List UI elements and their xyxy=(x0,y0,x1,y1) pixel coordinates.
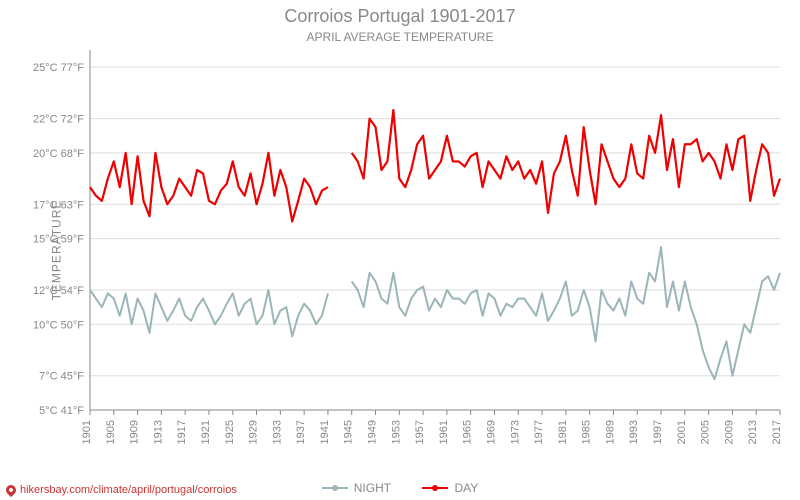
svg-text:2013: 2013 xyxy=(747,420,759,444)
legend-label-night: NIGHT xyxy=(354,481,391,495)
svg-text:1925: 1925 xyxy=(224,420,236,444)
legend-marker-night xyxy=(322,483,348,493)
svg-text:1953: 1953 xyxy=(390,420,402,444)
svg-text:1913: 1913 xyxy=(152,420,164,444)
legend-marker-day xyxy=(422,483,448,493)
svg-text:1905: 1905 xyxy=(105,420,117,444)
legend-item-day: DAY xyxy=(422,481,478,495)
svg-text:2009: 2009 xyxy=(723,420,735,444)
temperature-chart: Corroios Portugal 1901-2017 APRIL AVERAG… xyxy=(0,0,800,500)
svg-text:10°C 50°F: 10°C 50°F xyxy=(33,319,84,331)
svg-text:22°C 72°F: 22°C 72°F xyxy=(33,114,84,126)
svg-text:1965: 1965 xyxy=(462,420,474,444)
svg-text:1933: 1933 xyxy=(271,420,283,444)
svg-text:25°C 77°F: 25°C 77°F xyxy=(33,62,84,74)
svg-text:1997: 1997 xyxy=(652,420,664,444)
svg-text:1929: 1929 xyxy=(248,420,260,444)
svg-text:1993: 1993 xyxy=(628,420,640,444)
svg-text:1909: 1909 xyxy=(129,420,141,444)
source-url-text: hikersbay.com/climate/april/portugal/cor… xyxy=(20,484,237,496)
chart-subtitle: APRIL AVERAGE TEMPERATURE xyxy=(0,30,800,44)
svg-text:1937: 1937 xyxy=(295,420,307,444)
svg-text:1921: 1921 xyxy=(200,420,212,444)
svg-text:2001: 2001 xyxy=(676,420,688,444)
svg-text:1969: 1969 xyxy=(485,420,497,444)
svg-text:1985: 1985 xyxy=(581,420,593,444)
svg-text:1945: 1945 xyxy=(343,420,355,444)
plot-svg: 5°C 41°F7°C 45°F10°C 50°F12°C 54°F15°C 5… xyxy=(90,50,780,410)
svg-text:5°C 41°F: 5°C 41°F xyxy=(39,405,84,417)
chart-title: Corroios Portugal 1901-2017 xyxy=(0,6,800,27)
svg-text:1981: 1981 xyxy=(557,420,569,444)
map-pin-icon xyxy=(4,483,18,497)
svg-text:20°C 68°F: 20°C 68°F xyxy=(33,148,84,160)
svg-text:1941: 1941 xyxy=(319,420,331,444)
svg-text:2005: 2005 xyxy=(700,420,712,444)
legend-item-night: NIGHT xyxy=(322,481,391,495)
svg-text:1961: 1961 xyxy=(438,420,450,444)
plot-area: 5°C 41°F7°C 45°F10°C 50°F12°C 54°F15°C 5… xyxy=(90,50,780,410)
svg-text:1949: 1949 xyxy=(367,420,379,444)
svg-text:1977: 1977 xyxy=(533,420,545,444)
svg-text:1957: 1957 xyxy=(414,420,426,444)
svg-text:12°C 54°F: 12°C 54°F xyxy=(33,285,84,297)
svg-text:17°C 63°F: 17°C 63°F xyxy=(33,199,84,211)
svg-text:1917: 1917 xyxy=(176,420,188,444)
svg-text:1973: 1973 xyxy=(509,420,521,444)
svg-text:15°C 59°F: 15°C 59°F xyxy=(33,234,84,246)
svg-text:7°C 45°F: 7°C 45°F xyxy=(39,371,84,383)
source-link[interactable]: hikersbay.com/climate/april/portugal/cor… xyxy=(6,484,237,496)
legend-label-day: DAY xyxy=(454,481,478,495)
svg-text:1989: 1989 xyxy=(604,420,616,444)
svg-text:1901: 1901 xyxy=(81,420,93,444)
svg-text:2017: 2017 xyxy=(771,420,783,444)
